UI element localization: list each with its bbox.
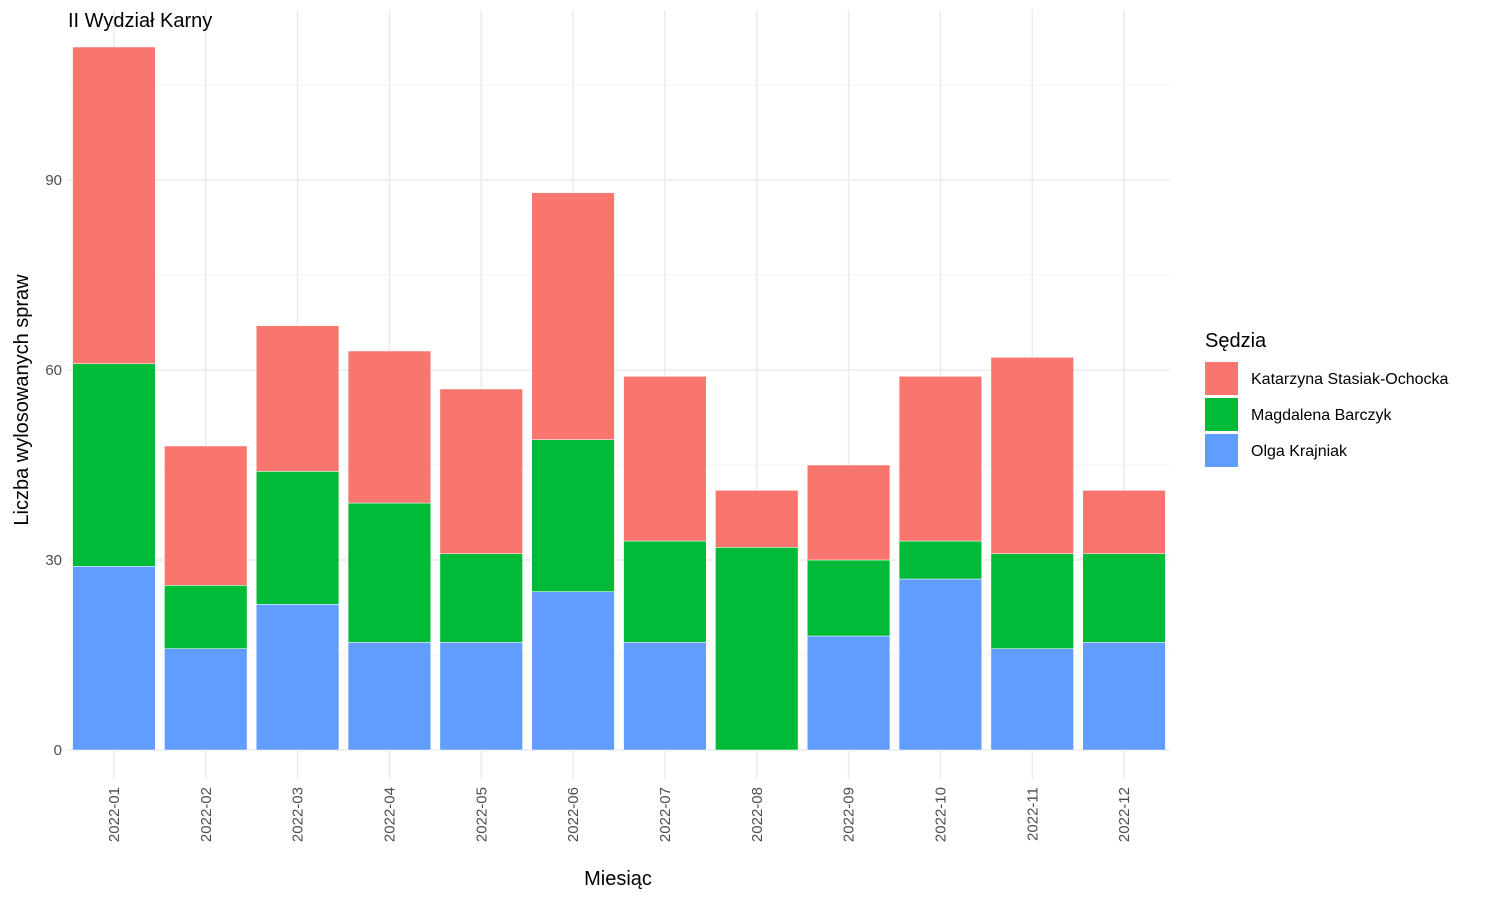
x-axis-tick-labels: 2022-01 2022-02 2022-03 2022-04 2022-05 2022-… xyxy=(106,787,1133,842)
y-tick-label: 90 xyxy=(45,172,62,189)
bar-segment xyxy=(531,591,615,751)
legend-label: Olga Krajniak xyxy=(1251,443,1348,460)
bar-segment xyxy=(807,464,891,561)
bar-segment xyxy=(990,553,1074,649)
bar-segment xyxy=(807,559,891,637)
x-tick-label: 2022-07 xyxy=(657,787,674,842)
bar-segment xyxy=(164,648,248,751)
bar-segment xyxy=(623,642,707,751)
bar-segment xyxy=(623,376,707,542)
legend-items: Katarzyna Stasiak-Ochocka Magdalena Barcz… xyxy=(1205,362,1449,467)
bar-segment xyxy=(990,357,1074,554)
bar-segment xyxy=(347,502,431,643)
bar-segment xyxy=(1082,642,1166,751)
bar-segment xyxy=(531,439,615,592)
bar-segment xyxy=(898,540,982,580)
legend-key xyxy=(1205,398,1238,431)
x-axis-title: Miesiąc xyxy=(584,868,652,890)
bar-segment xyxy=(623,540,707,643)
bar-segment xyxy=(439,388,523,554)
bar-segment xyxy=(256,325,340,472)
legend-label: Magdalena Barczyk xyxy=(1251,407,1393,424)
y-axis-title: Liczba wylosowanych spraw xyxy=(11,274,33,526)
x-tick-label: 2022-03 xyxy=(290,787,307,842)
x-tick-label: 2022-06 xyxy=(565,787,582,842)
x-tick-label: 2022-08 xyxy=(749,787,766,842)
legend-key xyxy=(1205,434,1238,467)
legend-key xyxy=(1205,362,1238,395)
bar-segment xyxy=(898,578,982,751)
bar-segment xyxy=(72,363,156,567)
bar-segment xyxy=(898,376,982,542)
legend: Sędzia Katarzyna Stasiak-Ochocka Magdalen… xyxy=(1205,330,1449,467)
x-tick-label: 2022-11 xyxy=(1024,787,1041,841)
bar-segment xyxy=(1082,490,1166,554)
bar-segment xyxy=(807,635,891,751)
x-tick-label: 2022-02 xyxy=(198,787,215,842)
bar-segment xyxy=(72,566,156,751)
bar-segment xyxy=(715,547,799,751)
bar-segment xyxy=(256,604,340,751)
bar-segment xyxy=(439,553,523,643)
x-tick-label: 2022-01 xyxy=(106,787,123,842)
y-tick-label: 0 xyxy=(54,742,62,759)
bar-segment xyxy=(439,642,523,751)
bars xyxy=(72,46,1166,751)
x-tick-label: 2022-12 xyxy=(1116,787,1133,842)
bar-segment xyxy=(531,192,615,440)
x-tick-label: 2022-05 xyxy=(473,787,490,842)
legend-label: Katarzyna Stasiak-Ochocka xyxy=(1251,371,1449,388)
bar-segment xyxy=(347,350,431,504)
bar-segment xyxy=(256,471,340,605)
y-tick-label: 30 xyxy=(45,552,62,569)
x-tick-label: 2022-10 xyxy=(932,787,949,842)
bar-segment xyxy=(715,490,799,548)
bar-segment xyxy=(164,445,248,586)
bar-segment xyxy=(1082,553,1166,643)
bar-segment xyxy=(990,648,1074,751)
x-tick-label: 2022-09 xyxy=(841,787,858,842)
chart-title: II Wydział Karny xyxy=(68,10,212,32)
legend-title: Sędzia xyxy=(1205,330,1267,352)
y-tick-label: 60 xyxy=(45,362,62,379)
bar-segment xyxy=(72,46,156,364)
bar-segment xyxy=(164,585,248,649)
y-axis-tick-labels: 0 30 60 90 xyxy=(45,172,62,759)
x-tick-label: 2022-04 xyxy=(381,787,398,842)
bar-segment xyxy=(347,642,431,751)
